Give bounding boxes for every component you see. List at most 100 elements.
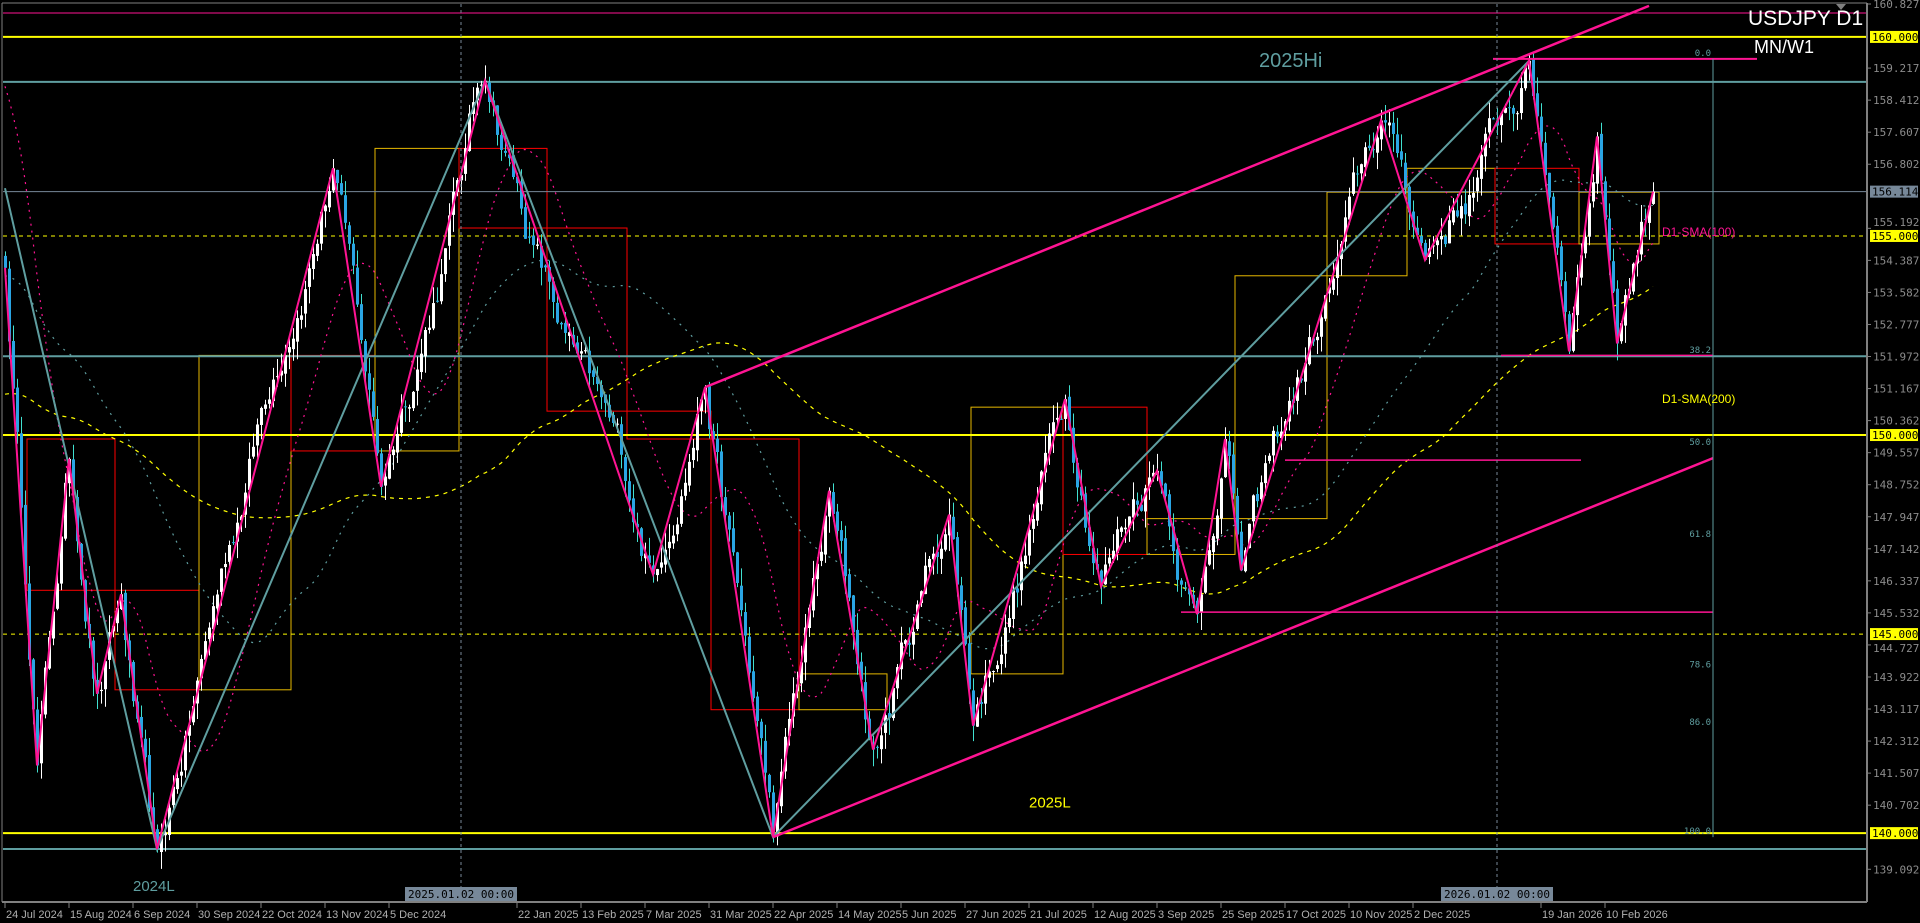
bull-candle — [1440, 235, 1443, 240]
date-tick-label: 6 Sep 2024 — [134, 909, 190, 921]
sma-slow-line — [4, 286, 1654, 595]
bull-candle — [308, 268, 311, 287]
bear-candle — [436, 300, 439, 302]
bear-candle — [628, 481, 631, 501]
date-tick-label: 3 Sep 2025 — [1158, 909, 1214, 921]
bull-candle — [56, 583, 59, 609]
bear-candle — [772, 792, 775, 838]
bear-candle — [588, 350, 591, 374]
bear-candle — [1568, 314, 1571, 352]
bull-candle — [268, 399, 271, 404]
bear-candle — [768, 774, 771, 793]
bull-candle — [1204, 566, 1207, 593]
price-tick-label: 148.752 — [1873, 479, 1919, 492]
price-tick-label: 154.387 — [1873, 254, 1919, 267]
bull-candle — [1208, 550, 1211, 565]
bear-candle — [16, 387, 19, 432]
bear-candle — [232, 542, 235, 544]
bull-candle — [700, 399, 703, 412]
bear-candle — [632, 498, 635, 523]
bull-candle — [916, 604, 919, 629]
bull-candle — [1244, 550, 1247, 572]
price-tick-label: 139.092 — [1873, 863, 1919, 876]
bull-candle — [1260, 482, 1263, 500]
horizontal-lines-layer — [3, 12, 1866, 851]
bull-candle — [1152, 472, 1155, 477]
price-marker-box — [1870, 30, 1918, 43]
bull-candle — [272, 379, 275, 402]
bull-candle — [1592, 182, 1595, 202]
bull-candle — [280, 370, 283, 376]
bear-candle — [1532, 58, 1535, 96]
bear-candle — [1600, 133, 1603, 181]
bear-candle — [708, 386, 711, 430]
bull-candle — [64, 482, 67, 539]
crosshair-date-box — [1441, 887, 1553, 901]
sma-mid-line — [4, 179, 1654, 650]
bull-candle — [1480, 154, 1483, 179]
price-tick-label: 151.167 — [1873, 383, 1919, 396]
price-marker-box — [1870, 429, 1918, 442]
bull-candle — [52, 611, 55, 639]
bear-candle — [156, 829, 159, 850]
chart-shift-marker-icon[interactable] — [1836, 4, 1846, 10]
bull-candle — [220, 568, 223, 592]
bull-candle — [1620, 323, 1623, 342]
bull-candle — [256, 424, 259, 446]
bear-candle — [532, 235, 535, 246]
bull-candle — [100, 689, 103, 692]
bull-candle — [296, 318, 299, 342]
bull-candle — [904, 640, 907, 644]
bull-candle — [276, 376, 279, 378]
price-tick-label: 144.727 — [1873, 642, 1919, 655]
bull-candle — [1328, 287, 1331, 294]
bull-candle — [440, 274, 443, 302]
bull-candle — [1500, 113, 1503, 126]
bear-candle — [1616, 288, 1619, 344]
bull-candle — [924, 565, 927, 595]
bull-candle — [416, 369, 419, 391]
bear-candle — [1552, 196, 1555, 228]
date-tick-label: 7 Mar 2025 — [646, 909, 702, 921]
bull-candle — [580, 351, 583, 354]
date-tick-label: 5 Dec 2024 — [390, 909, 446, 921]
monthly-bear-box — [546, 227, 628, 412]
bull-candle — [172, 786, 175, 806]
bull-candle — [212, 606, 215, 630]
bull-candle — [200, 658, 203, 679]
price-marker-box — [1870, 185, 1918, 198]
bull-candle — [996, 665, 999, 669]
bull-candle — [644, 553, 647, 559]
bull-candle — [1216, 515, 1219, 539]
bull-candle — [292, 338, 295, 350]
bull-candle — [1024, 555, 1027, 565]
bull-candle — [1468, 194, 1471, 217]
bear-candle — [1256, 494, 1259, 502]
bear-candle — [1136, 500, 1139, 505]
date-tick-label: 17 Oct 2025 — [1286, 909, 1346, 921]
bull-candle — [1520, 88, 1523, 114]
bear-candle — [736, 552, 739, 583]
bull-candle — [444, 248, 447, 275]
bear-candle — [576, 342, 579, 354]
bull-candle — [1248, 523, 1251, 549]
price-tick-label: 146.337 — [1873, 575, 1919, 588]
channel-trendline — [772, 456, 1714, 839]
bear-candle — [1536, 93, 1539, 117]
indicator-label: D1-SMA(100) — [1662, 225, 1735, 239]
price-tick-label: 160.827 — [1873, 0, 1919, 11]
bear-candle — [592, 370, 595, 377]
bull-candle — [324, 205, 327, 212]
bull-candle — [408, 407, 411, 409]
bull-candle — [228, 544, 231, 562]
fibonacci-level-label: 78.6 — [1689, 661, 1711, 671]
fibonacci-level-label: 61.8 — [1689, 530, 1711, 540]
bear-candle — [1276, 431, 1279, 437]
fibonacci-level-label: 0.0 — [1695, 49, 1711, 59]
bear-candle — [404, 406, 407, 408]
bear-candle — [1368, 145, 1371, 149]
bull-candle — [984, 675, 987, 704]
bear-candle — [72, 459, 75, 495]
bull-candle — [1264, 463, 1267, 484]
